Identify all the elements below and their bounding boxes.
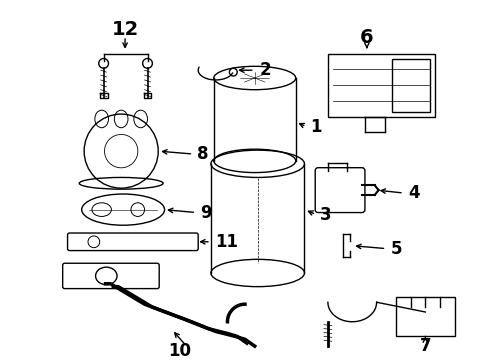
Bar (392, 59, 430, 112)
Text: 6: 6 (360, 28, 374, 46)
Bar (328, 54, 435, 117)
Text: 1: 1 (310, 118, 322, 136)
Text: 10: 10 (168, 342, 191, 360)
Text: 3: 3 (320, 206, 332, 224)
Text: 8: 8 (197, 145, 209, 163)
Text: 12: 12 (111, 20, 139, 39)
Text: 7: 7 (419, 337, 431, 355)
Text: 11: 11 (215, 233, 238, 251)
Text: 2: 2 (260, 61, 271, 79)
Text: 9: 9 (200, 203, 212, 221)
Bar (396, 297, 455, 336)
Text: 4: 4 (408, 184, 419, 202)
Text: 5: 5 (390, 240, 402, 258)
